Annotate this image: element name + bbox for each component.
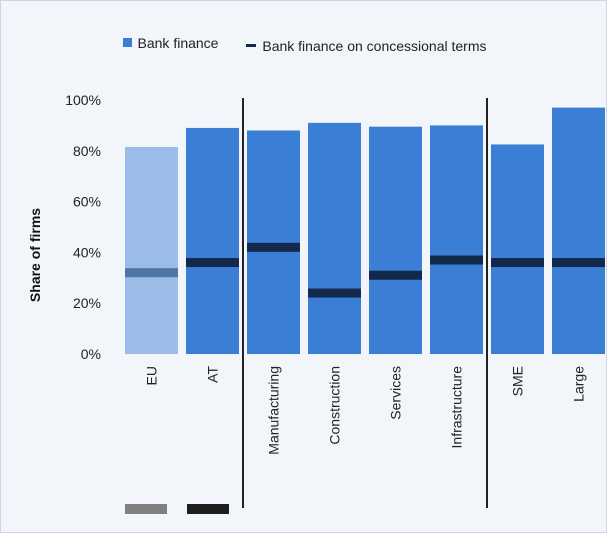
- legend-label-concessional: Bank finance on concessional terms: [262, 37, 487, 54]
- concessional-marker-sme: [491, 258, 544, 268]
- legend-item-concessional: Bank finance on concessional terms: [246, 38, 486, 54]
- y-tick-label: 20%: [73, 295, 101, 311]
- x-tick-label-construction: Construction: [327, 366, 343, 445]
- bar-construction: [308, 122, 361, 354]
- bar-manufacturing: [247, 130, 300, 354]
- concessional-marker-services: [369, 270, 422, 280]
- x-tick-label-large: Large: [571, 366, 587, 402]
- concessional-marker-at: [186, 258, 239, 268]
- legend: Bank finance Bank finance on concessiona…: [1, 34, 607, 54]
- legend-item-bank-finance: Bank finance: [122, 34, 219, 51]
- concessional-marker-large: [552, 258, 605, 268]
- y-tick-label: 60%: [73, 194, 101, 210]
- bar-at: [186, 127, 239, 354]
- swatch-eu: [125, 504, 167, 514]
- legend-label-bank-finance: Bank finance: [137, 34, 219, 51]
- y-tick-label: 100%: [65, 92, 101, 108]
- concessional-marker-eu: [125, 268, 178, 278]
- legend-swatch-bank-finance: [122, 38, 132, 47]
- y-tick-label: 40%: [73, 244, 101, 260]
- concessional-marker-manufacturing: [247, 242, 300, 252]
- swatch-at: [187, 504, 229, 514]
- concessional-marker-infrastructure: [430, 255, 483, 265]
- x-tick-label-services: Services: [388, 366, 404, 420]
- x-tick-label-sme: SME: [510, 366, 526, 396]
- x-tick-label-infrastructure: Infrastructure: [449, 366, 465, 449]
- bar-eu: [125, 146, 178, 354]
- x-tick-label-eu: EU: [144, 366, 160, 385]
- legend-swatch-concessional: [246, 44, 257, 47]
- bar-services: [369, 126, 422, 354]
- bar-infrastructure: [430, 125, 483, 355]
- concessional-marker-construction: [308, 288, 361, 298]
- bar-sme: [491, 144, 544, 354]
- bar-large: [552, 107, 605, 355]
- x-tick-label-manufacturing: Manufacturing: [266, 366, 282, 455]
- y-tick-label: 80%: [73, 143, 101, 159]
- x-tick-label-at: AT: [205, 366, 221, 383]
- y-tick-label: 0%: [81, 346, 101, 362]
